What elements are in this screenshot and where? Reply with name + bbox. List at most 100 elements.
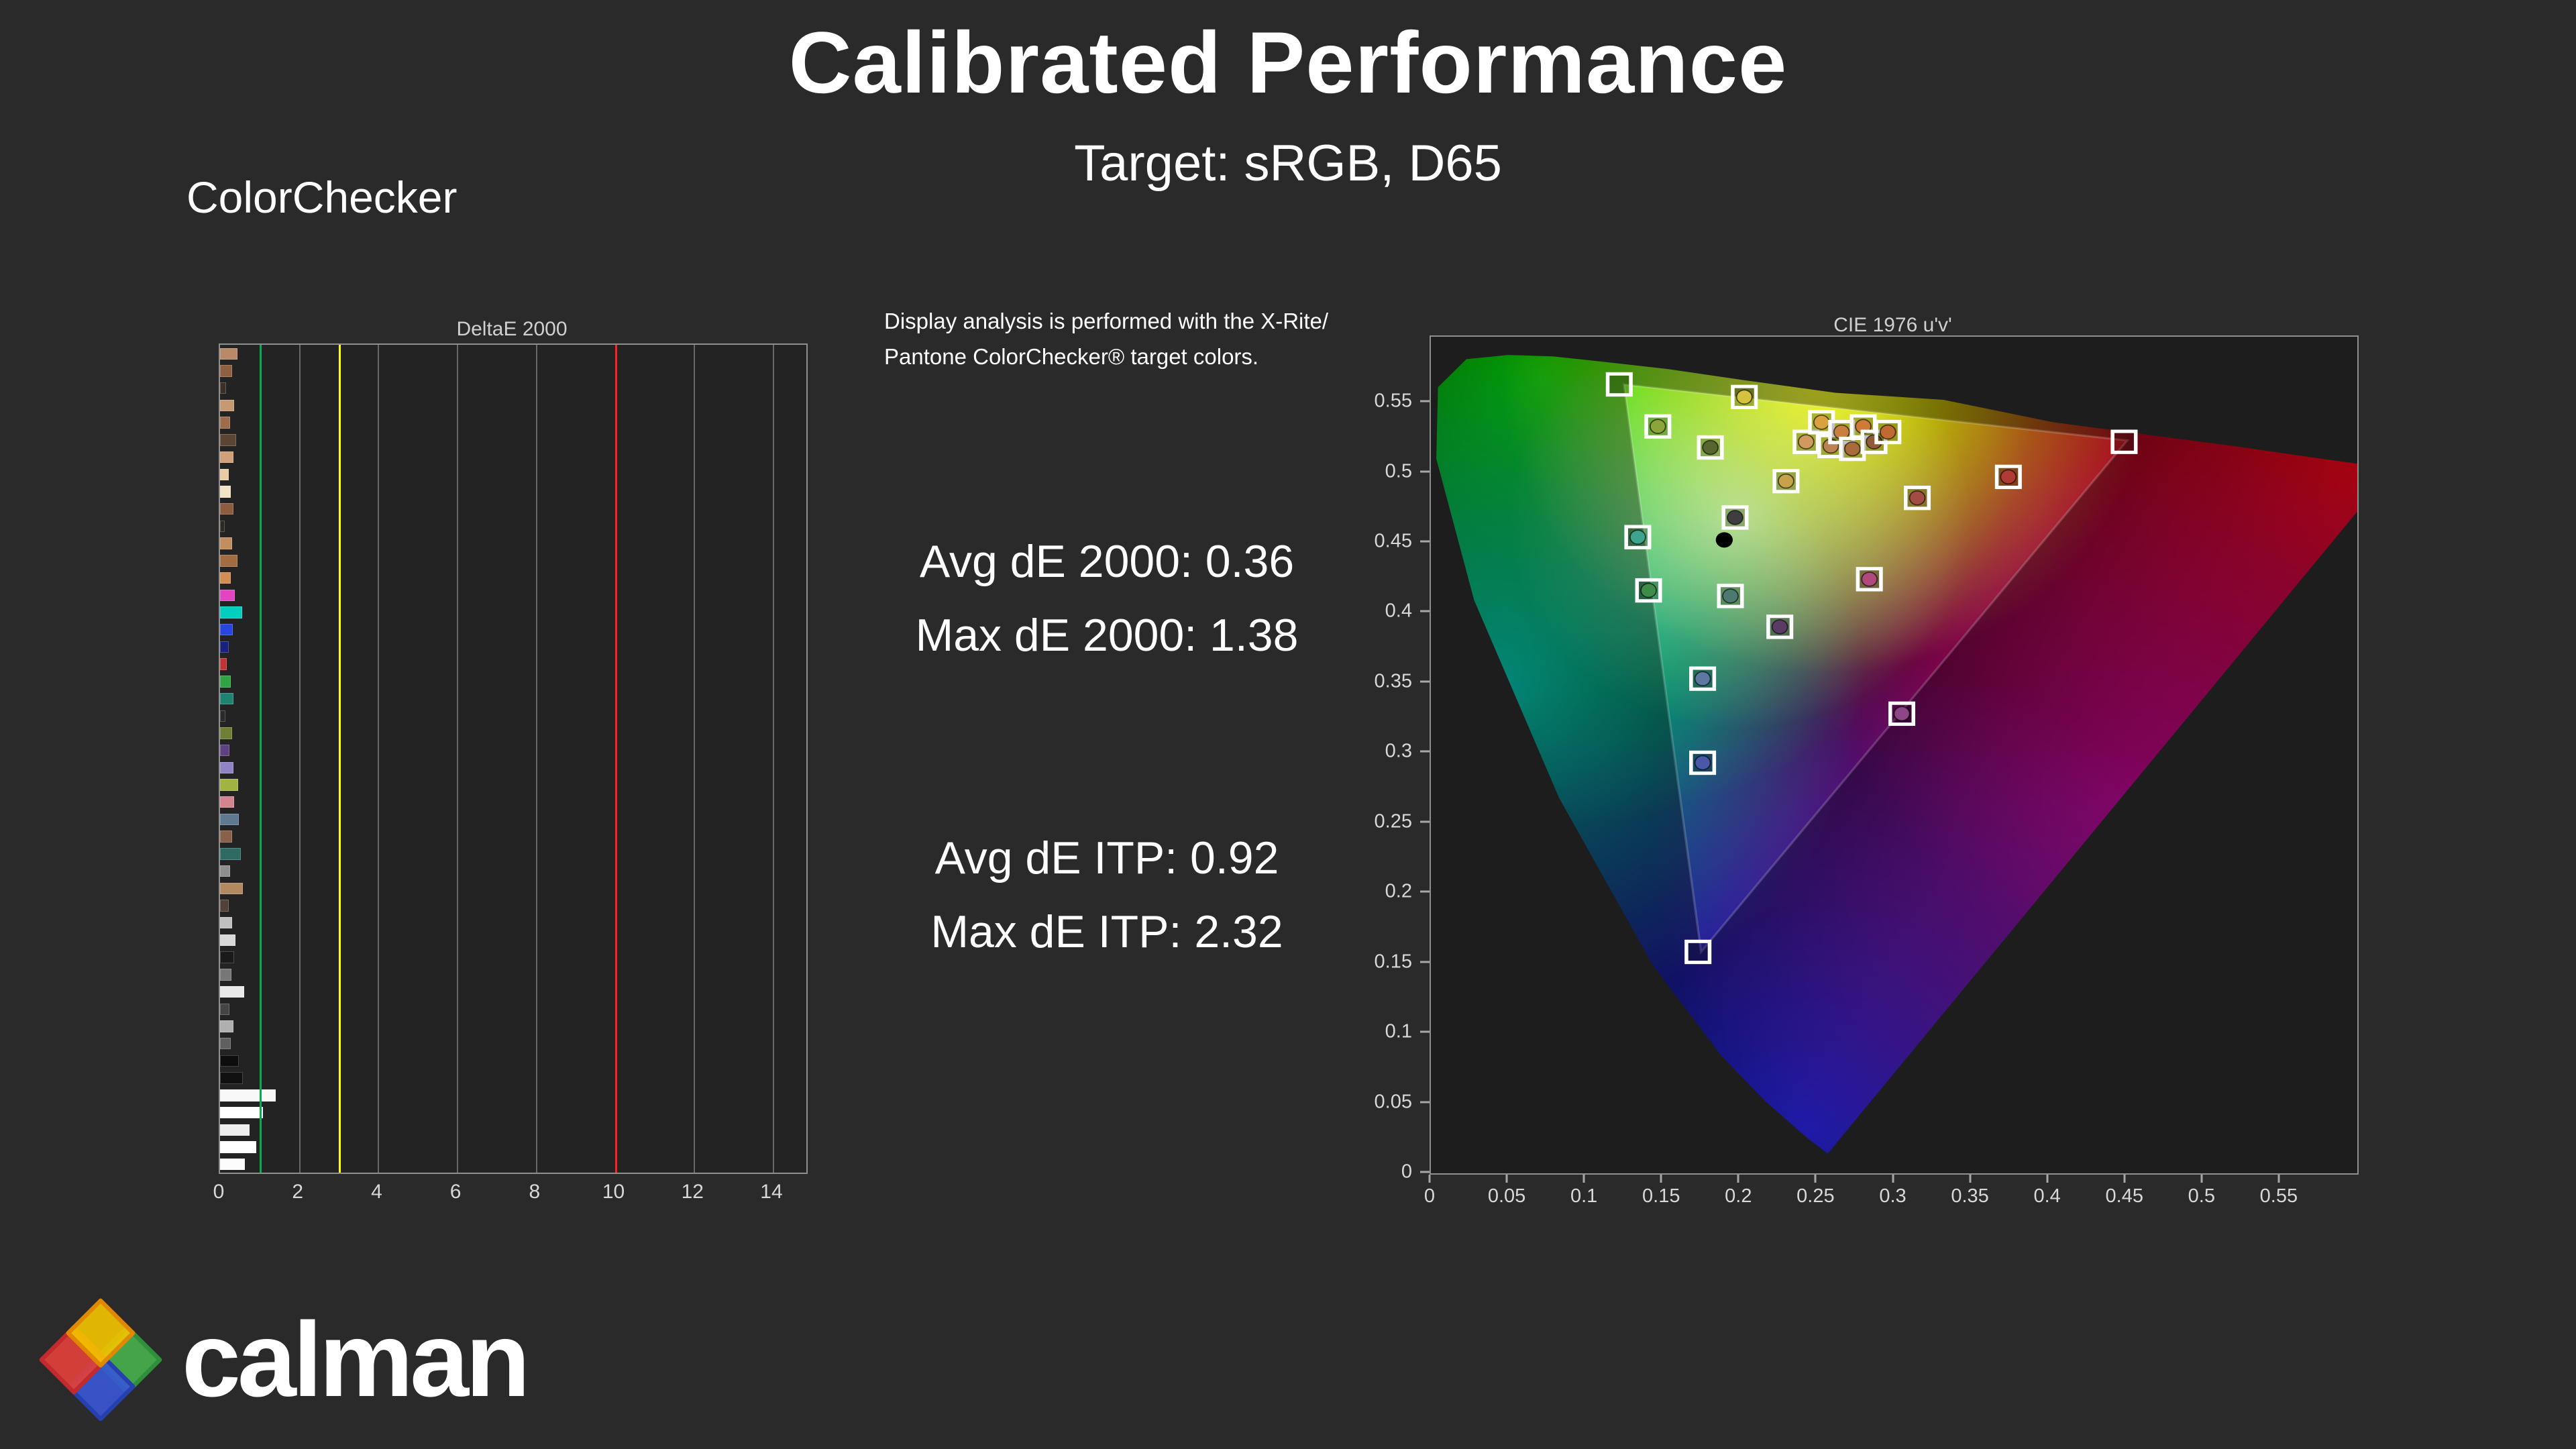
page-title: Calibrated Performance xyxy=(788,13,1788,111)
deltae-bar xyxy=(220,641,229,653)
cie-chart xyxy=(1430,335,2359,1175)
y-tick-label: 0.1 xyxy=(1385,1020,1412,1042)
max-de2000: Max dE 2000: 1.38 xyxy=(915,610,1299,661)
analysis-description-line1: Display analysis is performed with the X… xyxy=(884,309,1329,333)
x-tick xyxy=(2123,1175,2126,1183)
measured-point xyxy=(1694,671,1711,686)
gridline xyxy=(378,345,380,1173)
deltae-bar xyxy=(220,813,239,826)
deltae-bar xyxy=(220,606,242,619)
x-tick-label: 4 xyxy=(371,1181,382,1203)
x-tick-label: 6 xyxy=(449,1181,462,1203)
gridline xyxy=(299,345,301,1173)
avg-deitp: Avg dE ITP: 0.92 xyxy=(934,833,1279,883)
calman-logo-text: calman xyxy=(182,1301,531,1419)
deltae-bar xyxy=(220,796,235,808)
deltae-bar xyxy=(220,1037,231,1050)
measured-point xyxy=(1722,588,1739,604)
gridline xyxy=(535,345,537,1173)
y-tick xyxy=(1420,820,1430,823)
x-tick-label: 0 xyxy=(213,1181,225,1203)
y-tick xyxy=(1420,610,1430,612)
x-tick xyxy=(1428,1175,1431,1183)
white-point-marker xyxy=(1715,532,1733,548)
target-square xyxy=(1605,372,1633,397)
deltae-bar xyxy=(220,761,233,774)
y-tick-label: 0.2 xyxy=(1385,880,1412,902)
page-subtitle: Target: sRGB, D65 xyxy=(1074,135,1502,192)
deltae-bar xyxy=(220,882,244,894)
y-tick-label: 0.55 xyxy=(1374,390,1412,412)
deltae-bar xyxy=(220,347,237,360)
measured-point xyxy=(1909,490,1926,506)
measured-point xyxy=(1735,389,1753,405)
deltae-bar xyxy=(220,779,238,791)
deltae-bar xyxy=(220,1020,233,1032)
deltae-bar xyxy=(220,710,226,722)
measured-point xyxy=(1843,441,1861,457)
y-tick xyxy=(1420,890,1430,893)
max-deitp: Max dE ITP: 2.32 xyxy=(930,906,1283,957)
x-tick xyxy=(1582,1175,1585,1183)
deltae-bar xyxy=(220,1124,250,1136)
measured-point xyxy=(1777,473,1794,489)
x-tick-label: 0.3 xyxy=(1879,1185,1907,1207)
y-tick-label: 0.35 xyxy=(1374,670,1412,692)
deltae-bar xyxy=(220,486,231,498)
x-tick-label: 10 xyxy=(602,1181,625,1203)
deltae-bar xyxy=(220,1089,276,1102)
x-tick-label: 0.15 xyxy=(1642,1185,1680,1207)
y-tick xyxy=(1420,961,1430,963)
measured-point xyxy=(1640,582,1657,598)
x-tick xyxy=(1505,1175,1508,1183)
x-tick-label: 0.25 xyxy=(1796,1185,1835,1207)
cie-y-axis: 0 0.05 0.1 0.15 0.2 0.25 0.3 0.35 0.4 0.45 0.5 0.55 xyxy=(1322,335,1430,1183)
x-tick-label: 12 xyxy=(681,1181,704,1203)
x-tick xyxy=(1969,1175,1972,1183)
measured-point xyxy=(1813,415,1830,430)
gridline xyxy=(694,345,696,1173)
x-tick-label: 0.5 xyxy=(2188,1185,2215,1207)
deltae-bar xyxy=(220,451,233,464)
target-square xyxy=(1684,939,1712,965)
x-tick-label: 0.4 xyxy=(2033,1185,2061,1207)
section-label: ColorChecker xyxy=(186,172,458,222)
logo-diamond-yellow xyxy=(66,1298,136,1368)
deltae-bar xyxy=(220,900,229,912)
x-tick xyxy=(2046,1175,2049,1183)
y-tick-label: 0.4 xyxy=(1385,600,1412,622)
deltae-bar xyxy=(220,623,233,636)
target-square xyxy=(2110,429,2138,454)
x-tick-label: 14 xyxy=(760,1181,783,1203)
cie-x-axis: 0 0.05 0.1 0.15 0.2 0.25 0.3 0.35 0.4 0.45 0.5 0.55 xyxy=(1424,1175,2356,1228)
deltae-bar xyxy=(220,503,234,515)
measured-point xyxy=(1694,755,1711,771)
x-tick-label: 0.35 xyxy=(1951,1185,1989,1207)
calman-logo: calman xyxy=(30,1289,531,1430)
deltae-bar xyxy=(220,969,232,981)
x-tick xyxy=(2200,1175,2203,1183)
deltae-bar xyxy=(220,1003,230,1015)
deltae-bar xyxy=(220,537,232,549)
gridline xyxy=(772,345,774,1173)
reference-line xyxy=(614,345,617,1173)
measured-point xyxy=(1879,424,1896,440)
x-tick-label: 0.55 xyxy=(2259,1185,2298,1207)
calman-logo-icon xyxy=(39,1298,162,1421)
x-tick-label: 0 xyxy=(1424,1185,1436,1207)
measurement-points xyxy=(1605,372,2138,965)
y-tick xyxy=(1420,680,1430,683)
avg-de2000: Avg dE 2000: 0.36 xyxy=(919,536,1295,587)
x-tick xyxy=(2277,1175,2280,1183)
deltae-bar xyxy=(220,382,227,394)
deltae-bar xyxy=(220,917,233,929)
deltae-bar xyxy=(220,417,230,429)
deltae-bar xyxy=(220,848,241,860)
x-tick-label: 0.05 xyxy=(1487,1185,1526,1207)
deltae-bar xyxy=(220,1055,239,1067)
deltae-bar xyxy=(220,555,238,567)
x-tick-label: 0.1 xyxy=(1570,1185,1598,1207)
deltae-bar xyxy=(220,951,235,963)
y-tick xyxy=(1420,1030,1430,1033)
deltae-bar xyxy=(220,1072,244,1084)
